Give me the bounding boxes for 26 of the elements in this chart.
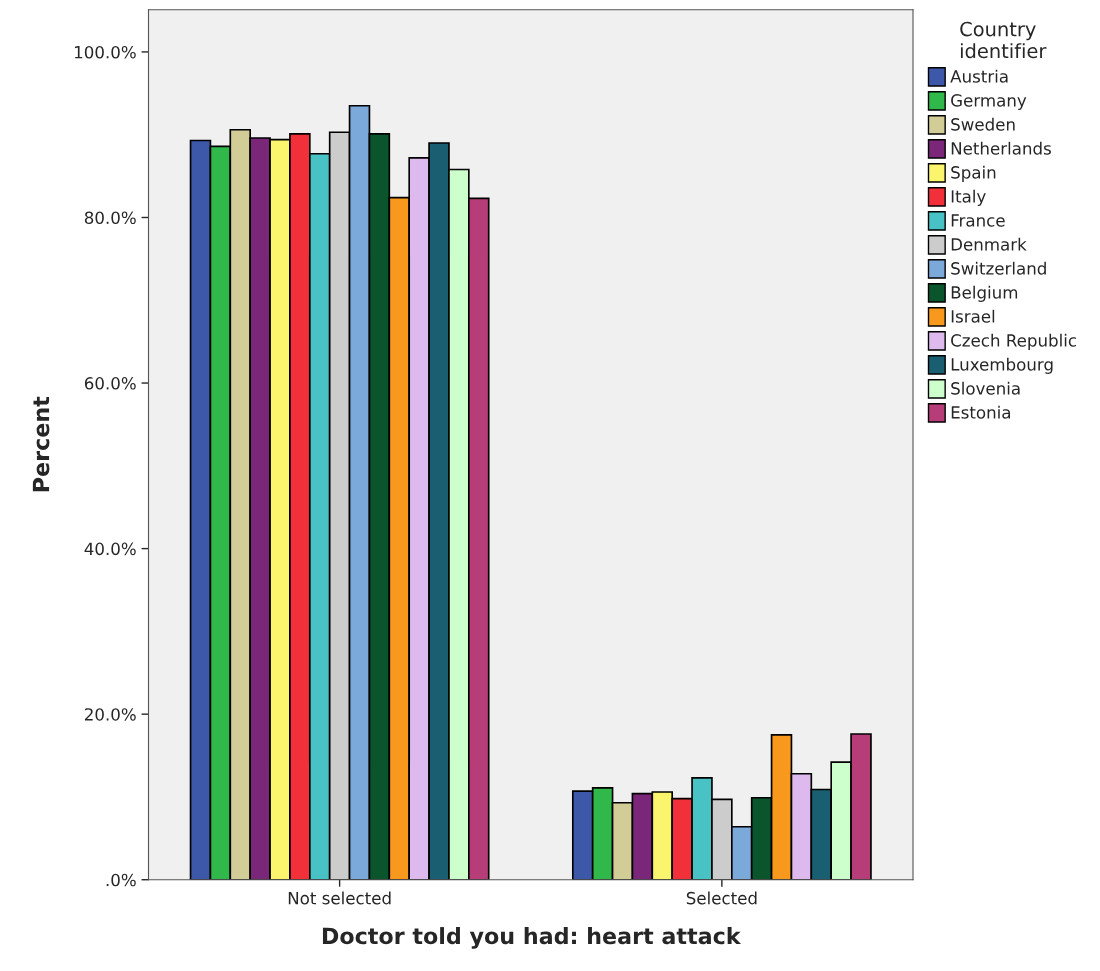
legend-label: Israel [951,309,995,323]
y-tick-label: 80.0% [84,211,136,225]
y-tick-label: .0% [106,873,136,887]
y-tick-label: 100.0% [74,45,136,59]
legend-label: Belgium [951,285,1018,302]
legend-label: Estonia [951,405,1010,419]
x-tick-label: Selected [686,891,757,905]
x-axis-title: Doctor told you had: heart attack [322,927,742,949]
legend-title: Country identifier [960,21,1047,59]
legend-label: Austria [950,69,1008,83]
legend-label: Sweden [951,117,1015,131]
legend-label: Switzerland [951,261,1046,275]
legend-label: Denmark [951,237,1027,251]
legend-label: Spain [951,165,996,182]
legend-label: Netherlands [951,141,1051,155]
legend-label: Italy [951,189,986,206]
legend-label: Germany [951,94,1027,110]
x-tick-label: Not selected [288,891,391,905]
legend-label: Slovenia [951,381,1020,395]
y-tick-label: 20.0% [84,708,136,721]
legend-label: France [951,214,1005,227]
legend-label: Czech Republic [951,333,1077,350]
y-tick-label: 40.0% [84,542,136,556]
legend-label: Luxembourg [951,357,1053,374]
y-axis-title: Percent [32,396,50,492]
y-tick-label: 60.0% [84,377,136,390]
